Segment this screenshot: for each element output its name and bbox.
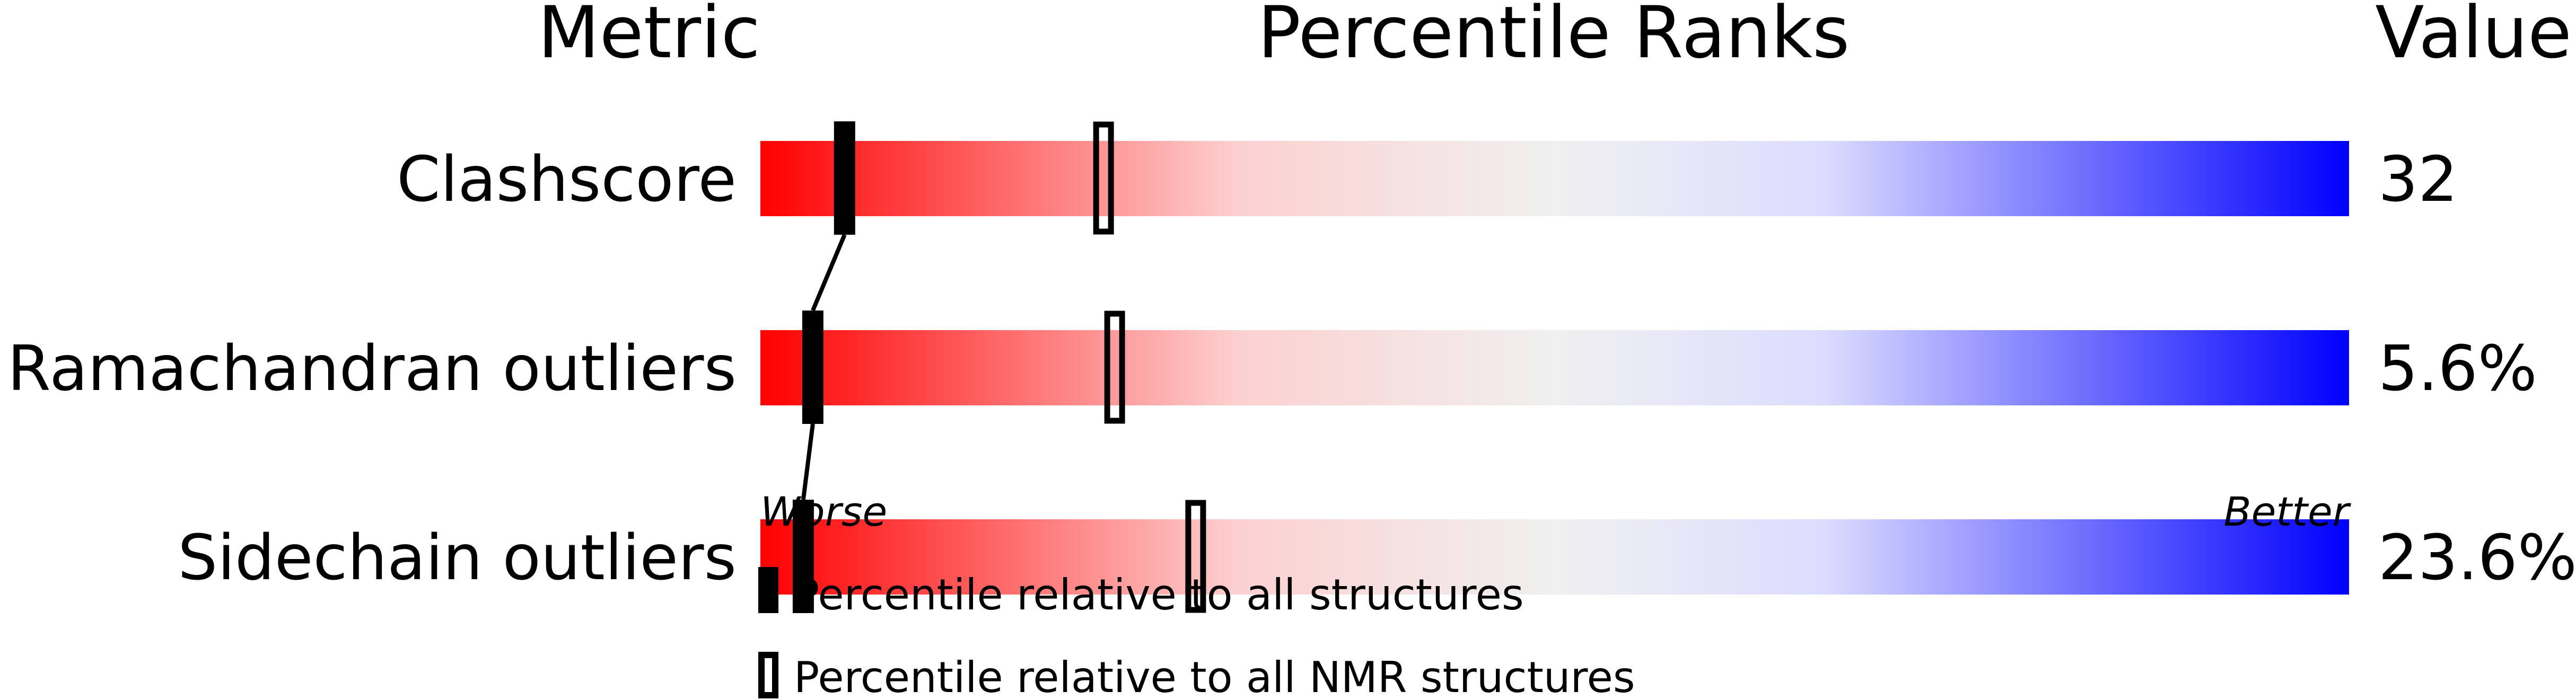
nmr-percentile-marker — [1093, 121, 1114, 235]
all-percentile-marker — [834, 121, 855, 235]
metric-value: 5.6% — [2378, 332, 2537, 405]
connector-line — [811, 234, 847, 312]
metric-label: Sidechain outliers — [178, 521, 737, 594]
header-percentile-ranks: Percentile Ranks — [1258, 0, 1850, 74]
nmr-percentile-marker — [1104, 311, 1125, 424]
legend-filled-marker — [758, 567, 778, 613]
connector-line — [801, 423, 815, 500]
metric-label: Ramachandran outliers — [7, 332, 737, 405]
better-label: Better — [2224, 488, 2352, 535]
percentile-bar — [760, 519, 2349, 595]
legend-label-nmr: Percentile relative to all NMR structure… — [794, 653, 1635, 700]
legend-outline-marker — [758, 652, 778, 698]
header-metric: Metric — [538, 0, 760, 74]
all-percentile-marker — [802, 311, 823, 424]
percentile-bar — [760, 141, 2349, 216]
metric-value: 23.6% — [2378, 521, 2576, 594]
worse-label: Worse — [760, 488, 887, 535]
percentile-bar — [760, 330, 2349, 405]
metric-value: 32 — [2378, 143, 2458, 216]
header-value: Value — [2375, 0, 2572, 74]
nmr-percentile-marker — [1185, 500, 1206, 613]
legend-label-all: Percentile relative to all structures — [794, 570, 1524, 619]
metric-label: Clashscore — [397, 143, 737, 216]
all-percentile-marker — [792, 500, 814, 613]
